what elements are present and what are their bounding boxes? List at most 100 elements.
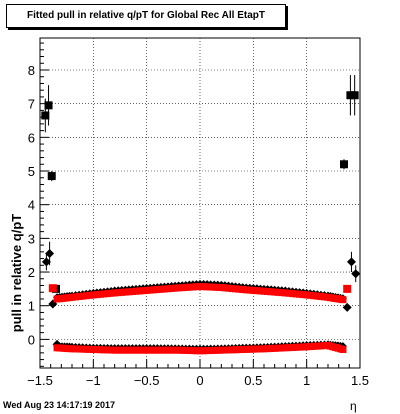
data-point [267,344,275,352]
data-point [207,346,215,354]
data-point [340,160,348,169]
data-point [246,286,254,294]
y-tick-label: 8 [28,63,35,78]
data-point [146,346,154,354]
data-point [203,283,211,291]
data-point [271,288,279,296]
data-point [68,293,76,301]
data-point [104,346,112,354]
data-point [168,284,176,292]
data-point [210,283,218,291]
data-point [72,293,80,301]
y-tick-label: 0 [28,332,35,347]
data-point [200,347,208,355]
data-point [111,289,119,297]
data-point [260,287,268,295]
data-point [242,286,250,294]
data-point [143,346,151,354]
data-point [185,346,193,354]
data-point [339,345,347,353]
data-point [125,288,133,296]
data-point [143,286,151,294]
data-point [235,285,243,293]
data-point [288,343,296,351]
data-point [86,291,94,299]
data-point [214,283,222,291]
data-point [160,346,168,354]
timestamp-footer: Wed Aug 23 14:17:19 2017 [3,400,116,410]
data-point [317,293,325,300]
data-point [274,344,282,352]
data-point [178,284,186,292]
data-point [303,291,311,299]
data-point [271,344,279,352]
data-point [281,289,289,297]
data-point [274,288,282,296]
y-axis-ticks: 0 1 2 3 4 5 6 7 8 [28,42,49,367]
data-point [68,345,76,353]
data-point [175,284,183,292]
data-point [79,345,87,353]
y-tick-label: 4 [28,198,35,213]
data-point [221,346,229,354]
y-axis-label: pull in relative q/pT [3,178,29,373]
y-tick-label: 6 [28,130,35,145]
x-tick-label: 0 [196,373,203,388]
data-point [292,290,300,298]
data-point [281,344,289,352]
data-point [253,345,261,353]
data-point [136,287,144,295]
data-point [264,345,272,353]
data-point [310,342,318,350]
data-point [128,346,136,354]
y-tick-label: 3 [28,231,35,246]
chart-title: Fitted pull in relative q/pT for Global … [6,4,286,28]
data-point [249,286,257,294]
data-point [132,287,140,295]
data-point [310,292,318,300]
data-point [100,346,108,354]
data-point [153,346,161,354]
x-tick-label: 0.5 [244,373,262,388]
y-axis-label-text: pull in relative q/pT [9,214,24,333]
data-point [343,284,352,293]
data-point [221,284,229,292]
data-point [75,345,83,353]
data-point [82,345,90,353]
data-point [146,286,154,294]
data-point [253,287,261,295]
data-point [47,172,56,181]
data-point [196,283,204,291]
data-point [228,285,236,293]
data-point [182,283,190,291]
data-point [104,290,112,298]
data-point [299,291,307,299]
data-point [150,286,158,294]
data-point [136,346,144,354]
data-point [121,346,129,354]
data-point [157,346,165,354]
data-point [189,347,197,355]
data-point [346,257,356,267]
plot-area [41,75,361,355]
data-point [121,288,129,296]
data-point [132,346,140,354]
data-point [185,283,193,291]
data-point [192,347,200,355]
data-point [232,285,240,293]
data-point [178,346,186,354]
data-point [79,292,87,300]
data-point [207,283,215,291]
data-point [249,345,257,353]
data-point [168,346,176,354]
data-point [75,293,83,300]
data-point [303,343,311,351]
data-point [260,345,268,353]
data-point [93,291,101,299]
data-point [351,269,361,279]
data-point [192,283,200,291]
data-point [139,287,147,295]
data-point [118,288,126,296]
data-point [285,344,293,352]
data-point [111,346,119,354]
